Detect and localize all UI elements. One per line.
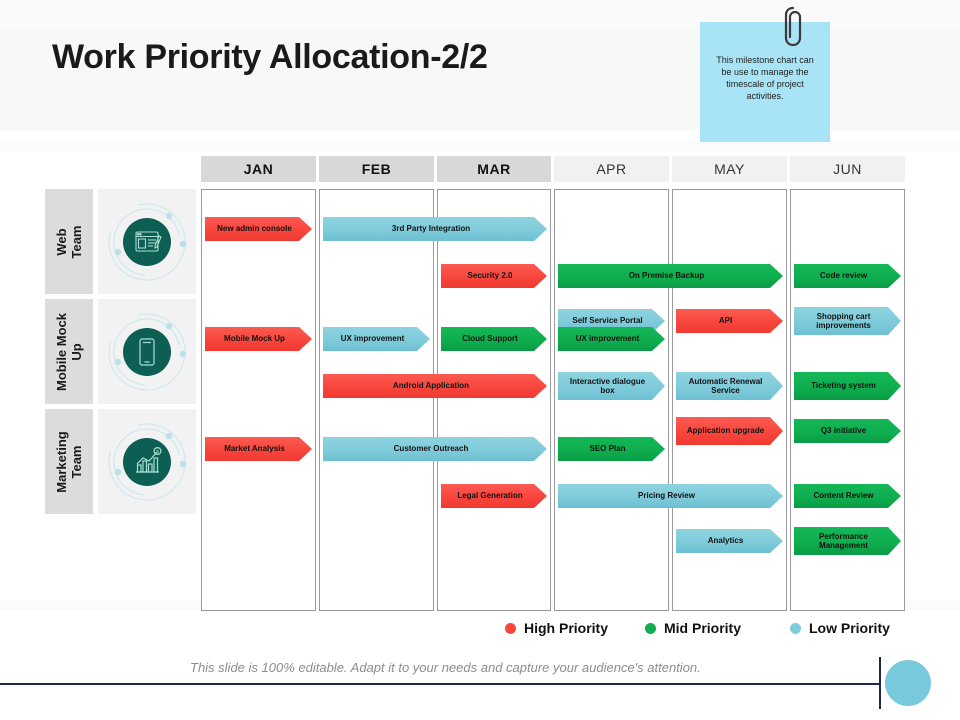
page-title: Work Priority Allocation-2/2	[52, 38, 488, 76]
milestone-bar[interactable]: Customer Outreach	[323, 437, 547, 461]
footer-rule	[0, 683, 880, 685]
milestone-bar[interactable]: Q3 initiative	[794, 419, 901, 443]
milestone-bar[interactable]: Analytics	[676, 529, 783, 553]
legend-item-high-priority: High Priority	[505, 616, 608, 640]
paperclip-icon	[784, 6, 802, 47]
month-header-jun: JUN	[790, 156, 905, 182]
milestone-bar[interactable]: UX improvement	[323, 327, 430, 351]
legend-label: Mid Priority	[664, 620, 742, 636]
milestone-bar[interactable]: Security 2.0	[441, 264, 547, 288]
footer-note: This slide is 100% editable. Adapt it to…	[190, 660, 701, 675]
row-label-text: Marketing Team	[54, 430, 84, 493]
milestone-bar[interactable]: Android Application	[323, 374, 547, 398]
legend-color-dot	[790, 622, 801, 634]
legend-color-dot	[645, 622, 656, 634]
legend-label: High Priority	[524, 620, 609, 636]
footer-circle	[885, 660, 931, 706]
footer-tick	[879, 657, 881, 709]
month-header-label: JUN	[833, 161, 862, 177]
legend-label: Low Priority	[809, 620, 890, 636]
legend-item-mid-priority: Mid Priority	[645, 616, 741, 640]
month-header-feb: FEB	[319, 156, 434, 182]
month-column-apr	[554, 189, 669, 611]
legend-item-low-priority: Low Priority	[790, 616, 890, 640]
milestone-bar[interactable]: 3rd Party Integration	[323, 217, 547, 241]
browser-wireframe-icon	[98, 189, 196, 294]
milestone-bar[interactable]: Legal Generation	[441, 484, 547, 508]
milestone-bar[interactable]: Interactive dialogue box	[558, 372, 665, 400]
milestone-bar[interactable]: Code review	[794, 264, 901, 288]
row-label-text: Web Team	[54, 225, 84, 258]
month-column-mar	[437, 189, 551, 611]
month-header-may: MAY	[672, 156, 787, 182]
milestone-bar[interactable]: On Premise Backup	[558, 264, 783, 288]
row-label-marketing-team: Marketing Team	[45, 409, 93, 514]
milestone-bar[interactable]: Cloud Support	[441, 327, 547, 351]
growth-chart-icon: $	[98, 409, 196, 514]
milestone-bar[interactable]: SEO Plan	[558, 437, 665, 461]
svg-text:$: $	[156, 449, 159, 454]
milestone-bar[interactable]: Mobile Mock Up	[205, 327, 312, 351]
legend-color-dot	[505, 622, 516, 634]
month-header-label: APR	[596, 161, 627, 177]
milestone-bar[interactable]: Automatic Renewal Service	[676, 372, 783, 400]
month-header-label: JAN	[243, 161, 274, 177]
row-label-text: Mobile Mock Up	[54, 312, 84, 391]
milestone-bar[interactable]: Content Review	[794, 484, 901, 508]
legend: High Priority Mid Priority Low Priority	[0, 616, 960, 640]
milestone-bar[interactable]: Market Analysis	[205, 437, 312, 461]
milestone-bar[interactable]: Application upgrade	[676, 417, 783, 445]
sticky-note-text: This milestone chart can be use to manag…	[716, 55, 814, 101]
milestone-bar[interactable]: API	[676, 309, 783, 333]
smartphone-icon	[98, 299, 196, 404]
month-header-apr: APR	[554, 156, 669, 182]
milestone-chart: JAN FEB MAR APR MAY JUN Web Team Mobile Mock U…	[0, 151, 960, 616]
month-header-mar: MAR	[437, 156, 551, 182]
sticky-note: This milestone chart can be use to manag…	[700, 22, 830, 142]
month-column-jan	[201, 189, 316, 611]
row-label-mobile-mock-up: Mobile Mock Up	[45, 299, 93, 404]
month-header-label: MAR	[477, 161, 511, 177]
row-label-web-team: Web Team	[45, 189, 93, 294]
month-column-feb	[319, 189, 434, 611]
milestone-bar[interactable]: Pricing Review	[558, 484, 783, 508]
milestone-bar[interactable]: New admin console	[205, 217, 312, 241]
month-header-label: FEB	[361, 161, 392, 177]
milestone-bar[interactable]: Ticketing system	[794, 372, 901, 400]
background-band-mid	[0, 141, 960, 151]
month-header-label: MAY	[714, 161, 745, 177]
milestone-bar[interactable]: Performance Management	[794, 527, 901, 555]
milestone-bar[interactable]: UX improvement	[558, 327, 665, 351]
milestone-bar[interactable]: Shopping cart improvements	[794, 307, 901, 335]
month-header-jan: JAN	[201, 156, 316, 182]
